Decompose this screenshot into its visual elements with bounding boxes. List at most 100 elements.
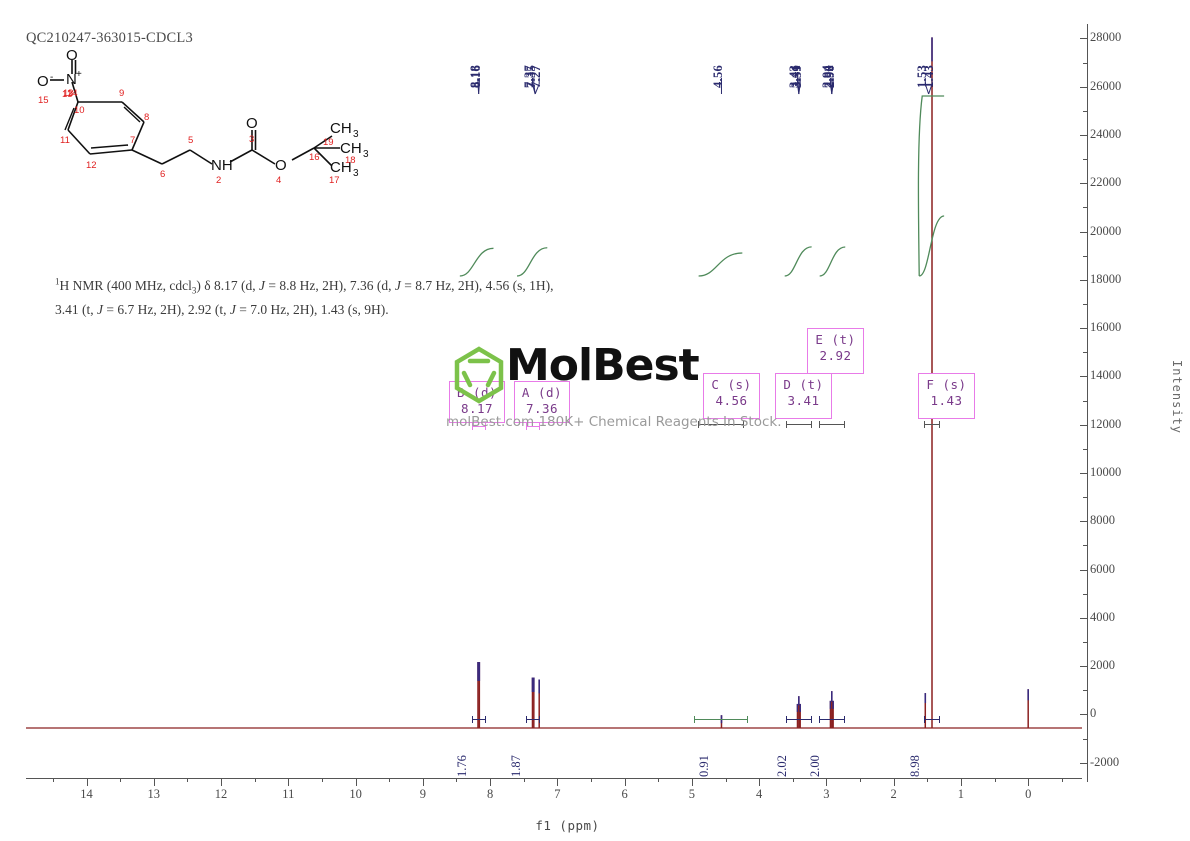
x-axis-major-tick — [422, 778, 424, 786]
x-axis-tick-label: 7 — [554, 787, 561, 801]
integral-range-bar — [785, 716, 812, 723]
y-axis-major-tick — [1080, 279, 1087, 281]
integral-range-bar — [694, 716, 749, 723]
x-axis-minor-tick — [927, 778, 929, 782]
y-axis-minor-tick — [1083, 738, 1087, 740]
svg-text:16: 16 — [309, 152, 320, 163]
x-axis-minor-tick — [456, 778, 458, 782]
svg-text:13: 13 — [63, 88, 74, 99]
y-axis-minor-tick — [1083, 159, 1087, 161]
x-axis-tick-label: 14 — [80, 787, 93, 801]
y-axis-tick-label: 14000 — [1090, 368, 1122, 383]
integral-range-bar — [526, 716, 541, 723]
svg-text:14: 14 — [67, 88, 78, 99]
multiplet-box-a[interactable]: A (d) 7.36 — [514, 381, 570, 423]
x-axis-tick-label: 6 — [621, 787, 628, 801]
x-axis-tick-label: 2 — [890, 787, 897, 801]
x-axis-major-tick — [490, 778, 492, 786]
y-axis-tick-label: 26000 — [1090, 78, 1122, 93]
y-axis-tick-label: 22000 — [1090, 175, 1122, 190]
multiplet-shift-label: 2.92 — [819, 348, 852, 363]
svg-text:6: 6 — [160, 169, 165, 180]
y-axis-minor-tick — [1083, 497, 1087, 499]
integral-curve — [918, 215, 945, 277]
svg-text:2: 2 — [216, 175, 221, 186]
y-axis-tick-label: -2000 — [1090, 754, 1120, 769]
x-axis-minor-tick — [120, 778, 122, 782]
multiplet-range-bar — [526, 423, 541, 430]
x-axis-minor-tick — [523, 778, 525, 782]
svg-text:4: 4 — [276, 175, 281, 186]
y-axis-major-tick — [1080, 231, 1087, 233]
y-axis-major-tick — [1080, 521, 1087, 523]
multiplet-id-label: C (s) — [711, 377, 752, 392]
x-axis-tick-label: 10 — [349, 787, 362, 801]
y-axis-major-tick — [1080, 569, 1087, 571]
multiplet-box-c[interactable]: C (s) 4.56 — [703, 373, 760, 419]
multiplet-range-bar — [924, 421, 940, 428]
x-axis-major-tick — [153, 778, 155, 786]
multiplet-id-label: E (t) — [815, 332, 856, 347]
x-axis-minor-tick — [254, 778, 256, 782]
svg-text:CH: CH — [330, 159, 352, 176]
y-axis-major-tick — [1080, 376, 1087, 378]
integral-curve — [516, 247, 548, 277]
x-axis-major-tick — [893, 778, 895, 786]
integral-range-bar — [924, 716, 940, 723]
integral-curve — [459, 247, 494, 277]
y-axis-minor-tick — [1083, 207, 1087, 209]
y-axis-title: Intensity — [1170, 360, 1184, 435]
multiplet-shift-label: 4.56 — [715, 393, 748, 408]
y-axis-tick-label: 20000 — [1090, 223, 1122, 238]
y-axis-major-tick — [1080, 762, 1087, 764]
y-axis-major-tick — [1080, 424, 1087, 426]
nmr-assignment-text: 1H NMR (400 MHz, cdcl3) δ 8.17 (d, J = 8… — [55, 276, 554, 318]
y-axis-minor-tick — [1083, 255, 1087, 257]
y-axis-tick-label: 12000 — [1090, 416, 1122, 431]
integral-range-bar — [818, 716, 845, 723]
x-axis-major-tick — [86, 778, 88, 786]
svg-text:7: 7 — [130, 135, 135, 146]
x-axis-tick-label: 8 — [486, 787, 494, 801]
multiplet-id-label: D (t) — [783, 377, 824, 392]
multiplet-shift-label: 3.41 — [787, 393, 820, 408]
x-axis-major-tick — [691, 778, 693, 786]
y-axis — [1087, 24, 1088, 782]
y-axis-minor-tick — [1083, 400, 1087, 402]
y-axis-tick-label: 2000 — [1090, 658, 1115, 673]
y-axis-minor-tick — [1083, 545, 1087, 547]
svg-text:3: 3 — [249, 134, 254, 145]
y-axis-major-tick — [1080, 183, 1087, 185]
multiplet-range-bar — [471, 423, 486, 430]
multiplet-box-d[interactable]: D (t) 3.41 — [775, 373, 832, 419]
svg-text:-: - — [50, 72, 53, 83]
x-axis-minor-tick — [52, 778, 54, 782]
y-axis-major-tick — [1080, 714, 1087, 716]
x-axis-major-tick — [624, 778, 626, 786]
x-axis-minor-tick — [187, 778, 189, 782]
svg-text:13: 13 — [62, 89, 73, 100]
svg-text:5: 5 — [188, 135, 193, 146]
svg-text:N: N — [66, 71, 77, 88]
svg-text:NH: NH — [211, 157, 233, 174]
y-axis-tick-label: 8000 — [1090, 513, 1115, 528]
x-axis-minor-tick — [389, 778, 391, 782]
multiplet-id-label: A (d) — [521, 385, 563, 400]
y-axis-major-tick — [1080, 38, 1087, 40]
y-axis-tick-label: 4000 — [1090, 609, 1115, 624]
x-axis-minor-tick — [321, 778, 323, 782]
multiplet-box-e[interactable]: E (t) 2.92 — [807, 328, 864, 374]
sample-title: QC210247-363015-CDCL3 — [26, 30, 193, 46]
y-axis-minor-tick — [1083, 690, 1087, 692]
svg-text:18: 18 — [345, 155, 356, 166]
multiplet-box-f[interactable]: F (s) 1.43 — [918, 373, 975, 419]
y-axis-tick-label: 28000 — [1090, 30, 1122, 45]
y-axis-major-tick — [1080, 666, 1087, 668]
x-axis-minor-tick — [994, 778, 996, 782]
y-axis-minor-tick — [1083, 304, 1087, 306]
y-axis-minor-tick — [1083, 110, 1087, 112]
svg-text:9: 9 — [119, 88, 124, 99]
